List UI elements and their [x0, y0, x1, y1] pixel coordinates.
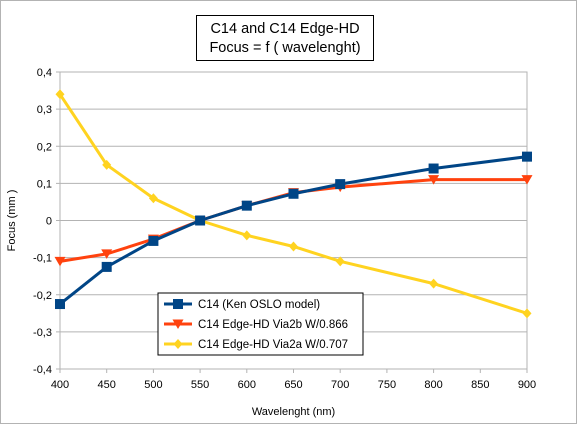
x-tick-label: 500 [144, 379, 162, 391]
data-point-series-2 [242, 230, 252, 241]
x-tick-label: 550 [191, 379, 209, 391]
y-tick-label: -0,3 [33, 327, 52, 339]
x-tick-label: 700 [331, 379, 349, 391]
data-point-series-0 [55, 299, 65, 310]
series-markers [54, 89, 533, 319]
data-point-series-2 [148, 193, 158, 204]
series-line-2 [58, 93, 528, 315]
legend-label: C14 Edge-HD Via2b W/0.866 [198, 319, 348, 331]
series-lines [58, 93, 528, 315]
legend: C14 (Ken OSLO model) C14 Edge-HD Via2b W/… [157, 292, 364, 356]
chart-title: C14 and C14 Edge-HD [210, 21, 360, 37]
x-tick-label: 450 [98, 379, 116, 391]
y-tick-label: -0,4 [33, 364, 52, 376]
x-axis-label: Wavelenght (nm) [252, 406, 335, 418]
data-point-series-2 [102, 159, 112, 170]
data-point-series-1 [521, 175, 533, 185]
x-tick-label: 600 [238, 379, 256, 391]
y-tick-label: 0,3 [37, 104, 52, 116]
legend-swatch-marker [173, 299, 183, 309]
legend-box [157, 292, 364, 356]
data-point-series-0 [288, 188, 299, 199]
data-point-series-0 [101, 261, 112, 272]
y-tick-label: 0,2 [37, 141, 52, 153]
y-axis-label: Focus (mm ) [6, 190, 18, 252]
x-tick-label: 650 [284, 379, 302, 391]
x-tick-label: 850 [471, 379, 489, 391]
chart-title-box: C14 and C14 Edge-HD Focus = f ( waveleng… [196, 15, 374, 61]
legend-swatch-marker [173, 339, 183, 349]
data-point-series-0 [522, 151, 532, 162]
legend-label: C14 Edge-HD Via2a W/0.707 [198, 339, 348, 351]
data-point-series-1 [428, 175, 440, 185]
y-tick-label: 0,1 [37, 178, 52, 190]
legend-swatch-marker [172, 319, 184, 329]
data-point-series-0 [428, 163, 439, 174]
axes [56, 71, 528, 373]
data-point-series-1 [101, 249, 113, 259]
y-tick-label: -0,2 [33, 290, 52, 302]
data-point-series-0 [148, 235, 159, 246]
data-point-series-0 [335, 179, 346, 190]
x-tick-label: 900 [518, 379, 536, 391]
tick-labels: 0,4 0,3 0,2 0,1 0 -0,1 -0,2 -0,3 -0,4 400 450 500 55… [33, 67, 536, 391]
y-tick-label: -0,1 [33, 253, 52, 265]
x-tick-label: 800 [424, 379, 442, 391]
data-point-series-2 [522, 308, 532, 319]
y-tick-label: 0,4 [37, 67, 52, 79]
data-point-series-2 [289, 241, 298, 252]
data-point-series-1 [54, 256, 66, 267]
x-tick-label: 400 [51, 379, 69, 391]
data-point-series-2 [55, 89, 65, 100]
data-point-series-2 [335, 256, 345, 267]
data-point-series-0 [195, 215, 206, 226]
legend-label: C14 (Ken OSLO model) [198, 299, 320, 311]
x-tick-label: 750 [378, 379, 396, 391]
data-point-series-2 [429, 278, 439, 289]
y-tick-label: 0 [46, 216, 52, 228]
chart-subtitle: Focus = f ( wavelenght) [209, 40, 361, 56]
data-point-series-0 [241, 200, 252, 211]
